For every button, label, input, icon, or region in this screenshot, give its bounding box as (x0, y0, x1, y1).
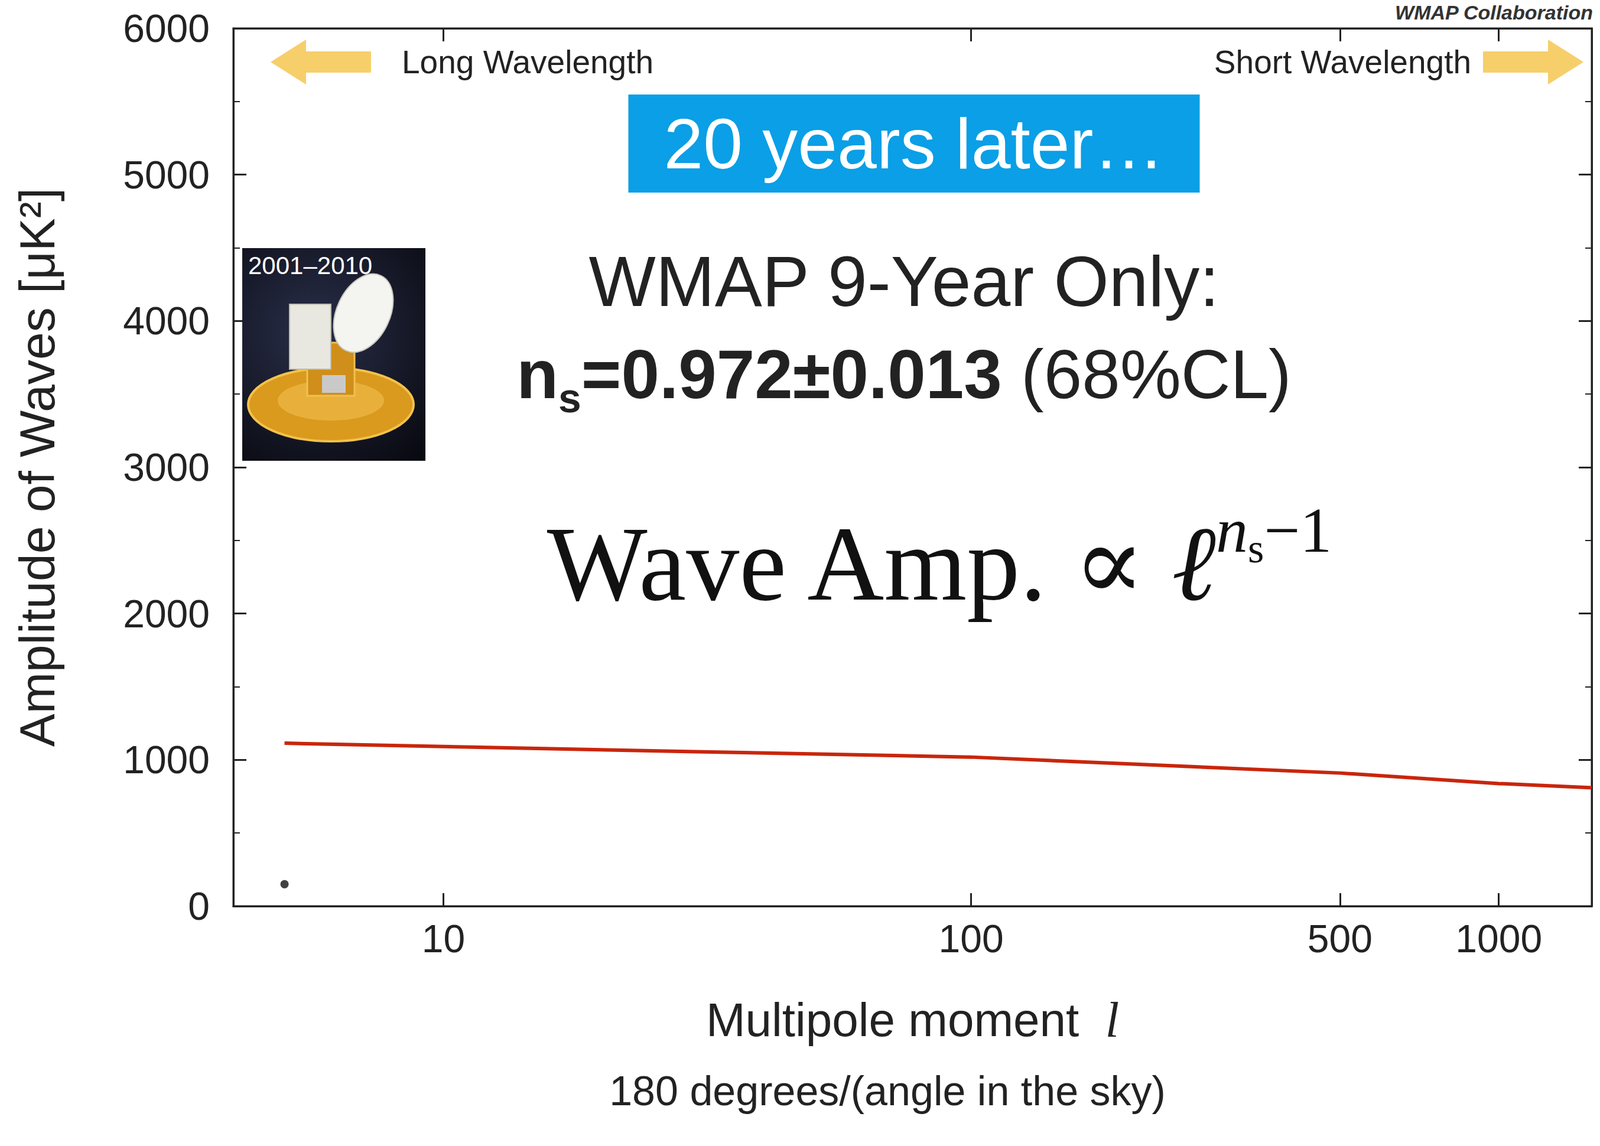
svg-text:10: 10 (421, 916, 465, 961)
svg-text:0: 0 (187, 884, 210, 929)
html-text:WMAP 9-Year Only:: WMAP 9-Year Only: (588, 241, 1220, 321)
svg-text:6000: 6000 (122, 6, 210, 51)
svg-text:1000: 1000 (122, 737, 210, 782)
svg-text:2000: 2000 (122, 592, 210, 636)
svg-text:1000: 1000 (1455, 916, 1543, 961)
svg-text:Multipole moment: Multipole moment (706, 993, 1106, 1047)
html-text:WMAP Collaboration: WMAP Collaboration (1395, 1, 1593, 24)
html-text:180 degrees/(angle in the sky): 180 degrees/(angle in the sky) (609, 1068, 1166, 1115)
svg-text:100: 100 (938, 916, 1004, 961)
html-text:Long Wavelength: Long Wavelength (401, 43, 654, 81)
html-text:20 years later…: 20 years later… (663, 103, 1165, 184)
html-text:ns=0.972±0.013 (68%CL): ns=0.972±0.013 (68%CL) (516, 336, 1292, 422)
html-text:2001–2010: 2001–2010 (248, 251, 373, 280)
svg-text:4000: 4000 (122, 298, 210, 343)
svg-text:500: 500 (1307, 916, 1373, 961)
html-text:Short Wavelength: Short Wavelength (1214, 43, 1472, 81)
svg-text:l: l (1105, 992, 1120, 1048)
svg-text:3000: 3000 (122, 445, 210, 490)
html-text:Wave Amp. ∝ ℓns−1: Wave Amp. ∝ ℓns−1 (547, 495, 1332, 623)
svg-text:Amplitude of Waves [μK²]: Amplitude of Waves [μK²] (9, 187, 65, 747)
svg-text:5000: 5000 (122, 153, 210, 197)
